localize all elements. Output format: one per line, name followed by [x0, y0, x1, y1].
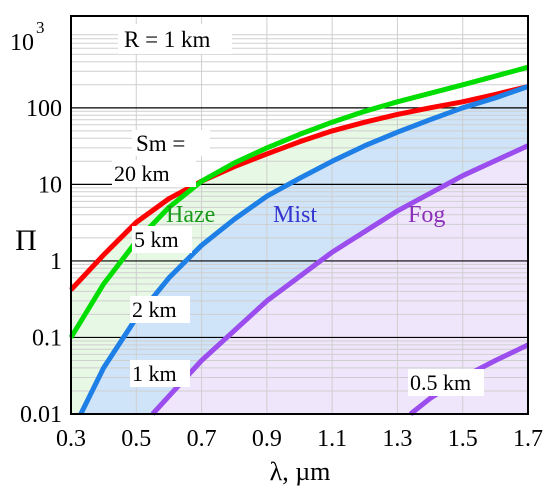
annotation-box [130, 296, 190, 323]
series-label: 2 km [132, 297, 177, 322]
series-label: 0.5 km [410, 370, 471, 395]
fog-region-fill [152, 145, 528, 414]
x-tick-label: 1.7 [513, 426, 543, 452]
region-label-fog: Fog [408, 202, 445, 228]
x-tick-label: 0.9 [252, 426, 282, 452]
region-label-haze: Haze [166, 202, 215, 228]
annotation-box [112, 160, 196, 187]
annotation-box [118, 24, 232, 54]
region-fills [71, 86, 529, 414]
y-axis-label: Π [15, 224, 37, 257]
y-tick-label: 1 [50, 249, 62, 275]
series-label: 1 km [132, 361, 177, 386]
y-tick-label: 0.1 [32, 325, 62, 351]
x-tick-label: 1.5 [448, 426, 478, 452]
annotation-r: R = 1 km [124, 27, 211, 52]
plot-frame [70, 15, 529, 415]
annotation-box [130, 360, 190, 387]
x-tick-label: 1.3 [382, 426, 412, 452]
y-top-tick-base: 10 [10, 30, 34, 56]
annotation-box [132, 130, 210, 156]
annotation-box [408, 369, 484, 396]
series-line-1-km [150, 143, 530, 416]
annotation-sm: Sm = [136, 131, 185, 156]
series-label: 5 km [134, 227, 179, 252]
annotations: R = 1 km Sm = 20 km 5 km 2 km 1 km 0.5 km Haze M… [112, 24, 484, 396]
y-tick-label: 10 [38, 172, 62, 198]
y-top-tick-exponent: 3 [36, 18, 45, 37]
tick-labels: 0.3 0.5 0.7 0.9 1.1 1.3 1.5 1.70.010.1110100103… [10, 18, 543, 486]
series-line-20-km [69, 84, 529, 292]
x-tick-label: 1.1 [317, 426, 347, 452]
x-tick-label: 0.3 [56, 426, 86, 452]
annotation-box [132, 226, 192, 253]
region-label-mist: Mist [273, 202, 317, 228]
x-tick-label: 0.7 [187, 426, 217, 452]
y-tick-label: 0.01 [20, 402, 62, 428]
y-tick-label: 100 [26, 96, 62, 122]
x-axis-label: λ, µm [270, 457, 331, 486]
x-tick-label: 0.5 [121, 426, 151, 452]
series-label: 20 km [114, 161, 170, 186]
